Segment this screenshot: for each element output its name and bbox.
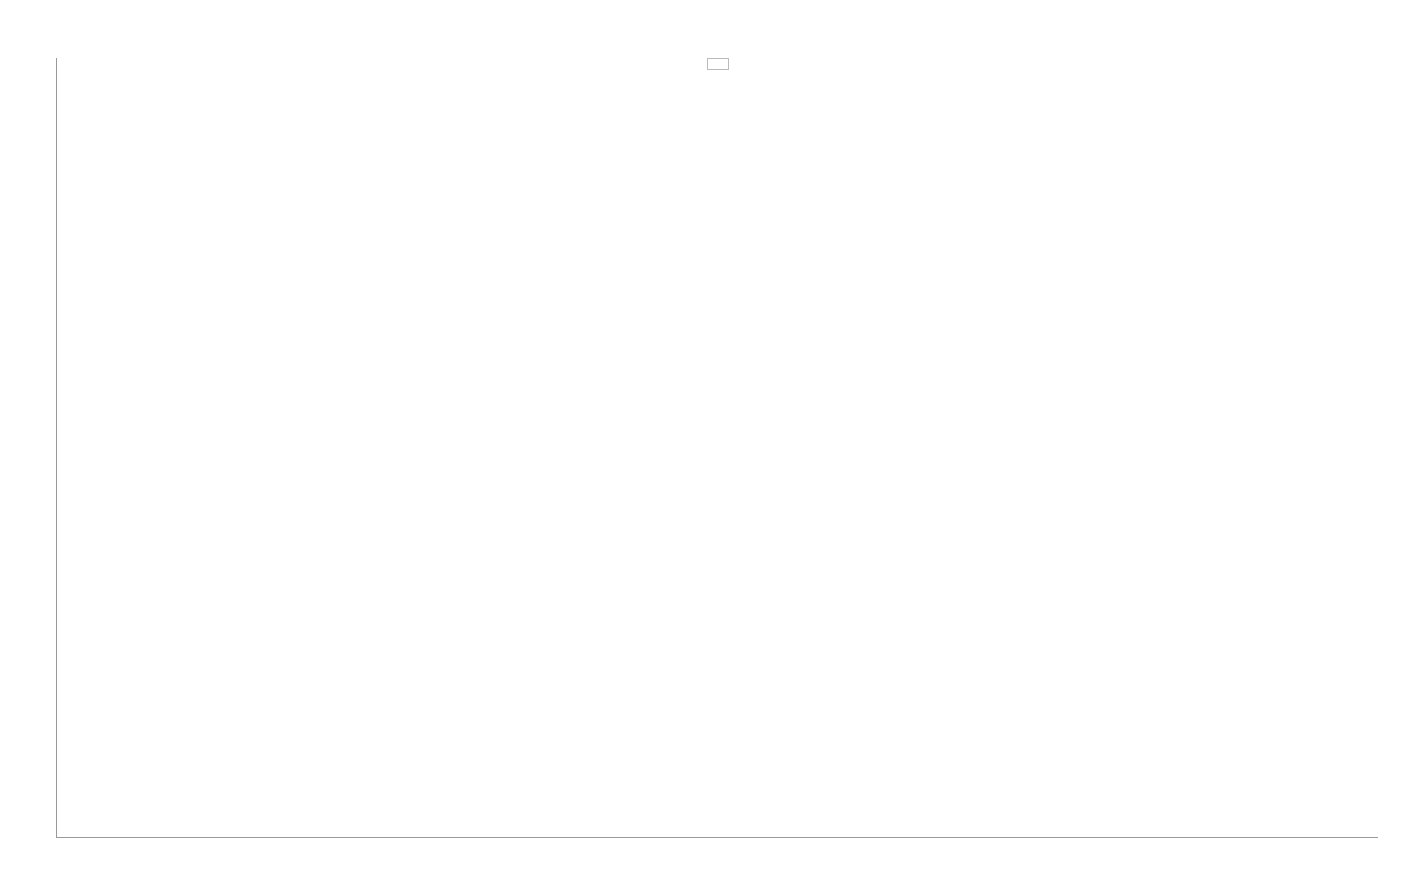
chart-container — [14, 44, 1392, 838]
plot-svg — [57, 58, 1378, 837]
stats-legend — [707, 58, 729, 70]
chart-header — [0, 0, 1406, 16]
plot-area — [56, 58, 1378, 838]
